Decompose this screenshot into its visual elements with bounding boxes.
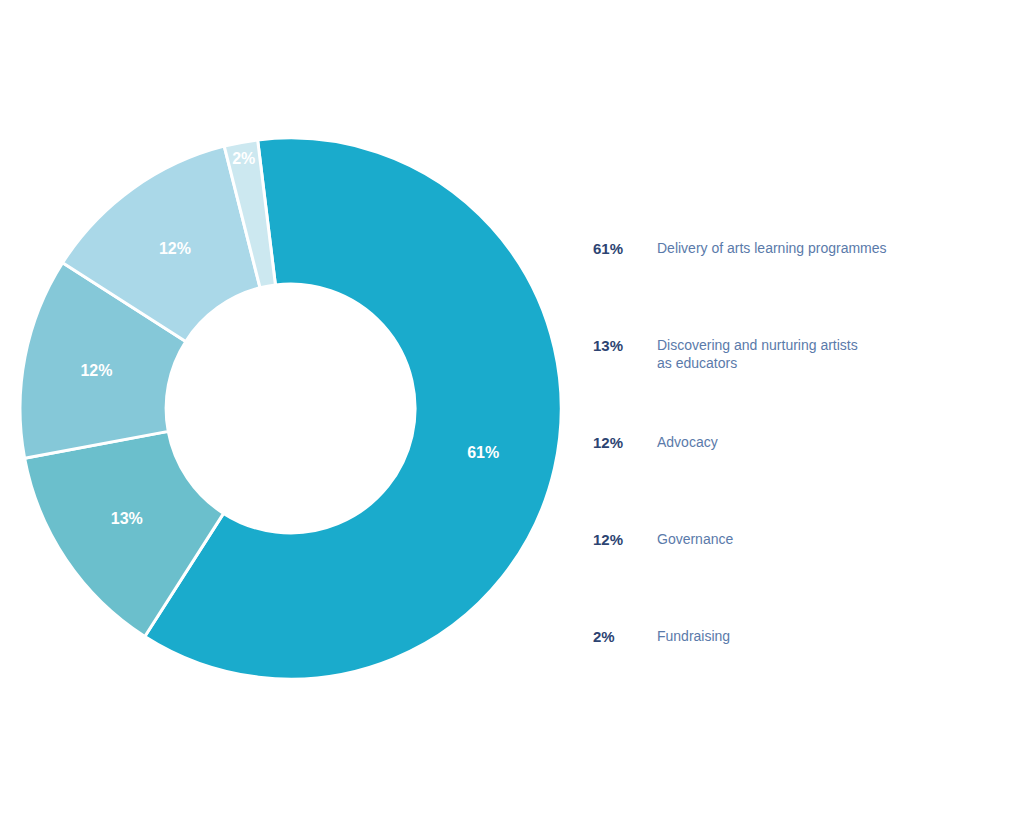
svg-text:12%: 12% [80, 362, 112, 379]
svg-text:2%: 2% [232, 150, 255, 167]
svg-text:12%: 12% [593, 434, 623, 451]
svg-text:13%: 13% [111, 510, 143, 527]
svg-text:61%: 61% [593, 240, 623, 257]
svg-text:Governance: Governance [657, 531, 733, 547]
svg-text:61%: 61% [467, 444, 499, 461]
svg-text:Discovering and nurturing arti: Discovering and nurturing artistsas educ… [657, 337, 858, 371]
svg-text:Delivery of arts learning prog: Delivery of arts learning programmes [657, 240, 887, 256]
svg-text:2%: 2% [593, 628, 615, 645]
svg-text:Fundraising: Fundraising [657, 628, 730, 644]
svg-text:Advocacy: Advocacy [657, 434, 718, 450]
svg-text:12%: 12% [159, 240, 191, 257]
svg-text:12%: 12% [593, 531, 623, 548]
svg-text:13%: 13% [593, 337, 623, 354]
